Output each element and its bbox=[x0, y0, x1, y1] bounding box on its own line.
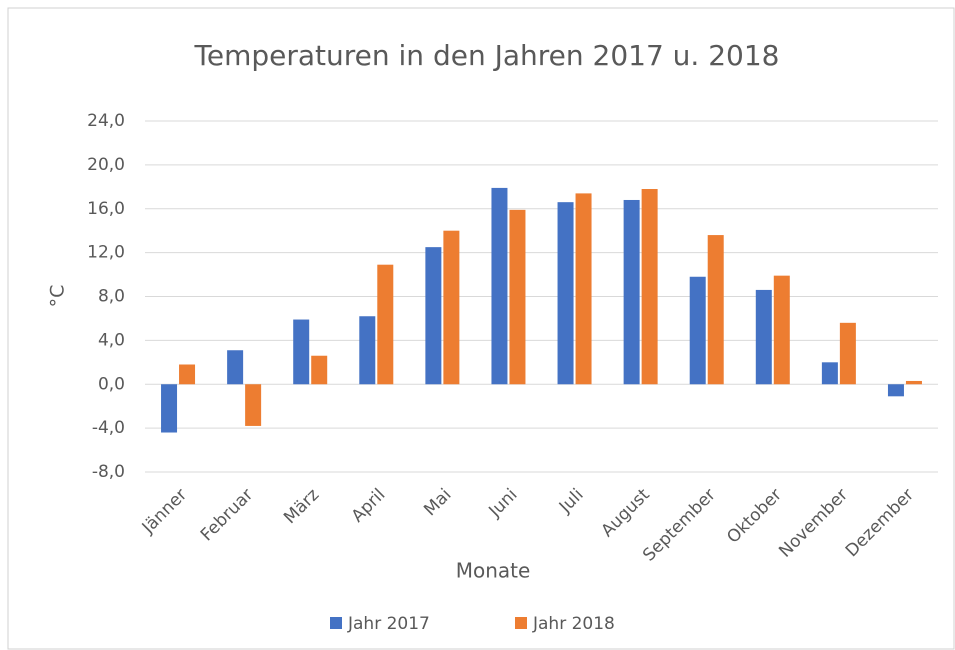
y-tick-label: 12,0 bbox=[87, 243, 125, 263]
legend-swatch bbox=[515, 617, 527, 629]
bar bbox=[359, 316, 376, 385]
y-tick-label: 20,0 bbox=[87, 155, 125, 175]
bar bbox=[641, 189, 658, 385]
bar bbox=[905, 380, 922, 385]
bar bbox=[509, 209, 526, 385]
bar bbox=[623, 199, 640, 385]
bar bbox=[227, 350, 244, 385]
bar bbox=[377, 264, 394, 385]
bar bbox=[161, 384, 178, 433]
legend-label: Jahr 2017 bbox=[347, 614, 430, 634]
y-tick-label: -4,0 bbox=[92, 418, 125, 438]
bar bbox=[311, 355, 328, 385]
bar bbox=[707, 235, 724, 385]
y-axis-title: °C bbox=[47, 285, 69, 308]
bar bbox=[557, 202, 574, 385]
bar bbox=[425, 247, 442, 385]
bar bbox=[293, 319, 310, 385]
bar bbox=[821, 362, 838, 385]
bar bbox=[443, 230, 460, 385]
x-axis-title: Monate bbox=[456, 559, 531, 583]
chart-title: Temperaturen in den Jahren 2017 u. 2018 bbox=[194, 39, 780, 72]
bar bbox=[887, 384, 904, 397]
legend-label: Jahr 2018 bbox=[532, 614, 615, 634]
bar bbox=[689, 276, 706, 385]
chart-frame bbox=[7, 7, 955, 650]
y-tick-label: 24,0 bbox=[87, 111, 125, 131]
y-tick-label: -8,0 bbox=[92, 462, 125, 482]
bar bbox=[755, 289, 772, 385]
bar bbox=[491, 187, 508, 385]
bar bbox=[575, 193, 592, 385]
legend-swatch bbox=[330, 617, 342, 629]
y-tick-label: 8,0 bbox=[98, 287, 125, 307]
y-tick-label: 16,0 bbox=[87, 199, 125, 219]
bar bbox=[179, 364, 196, 385]
bar bbox=[839, 322, 856, 385]
y-tick-label: 0,0 bbox=[98, 374, 125, 394]
bar bbox=[773, 275, 790, 385]
y-tick-label: 4,0 bbox=[98, 330, 125, 350]
bar bbox=[245, 384, 262, 426]
